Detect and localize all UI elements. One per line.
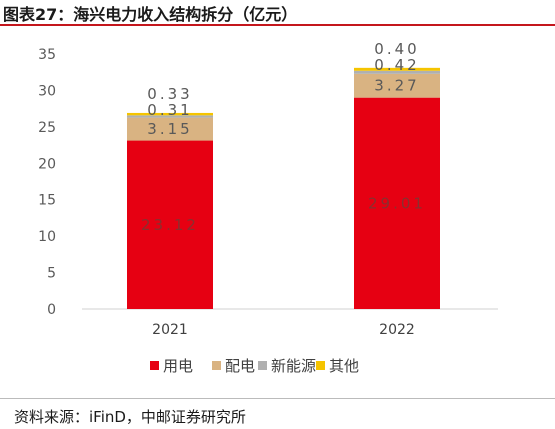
data-label: 3.15: [147, 120, 192, 138]
bar-segment: [354, 73, 440, 98]
bar-segment: [127, 112, 213, 116]
bar-segment: [354, 70, 440, 74]
x-tick-label: 2021: [152, 322, 188, 338]
x-axis-labels: 2021 2022: [152, 322, 415, 338]
legend-swatch: [316, 361, 325, 370]
bar-segment: [127, 140, 213, 309]
bar-segment: [127, 117, 213, 141]
bar-segment: [354, 67, 440, 71]
y-axis-ticks: 0 5 10 15 20 25 30 35: [38, 47, 56, 318]
bar-stacks: [127, 67, 440, 310]
title-divider: [0, 24, 555, 26]
y-tick-label: 35: [38, 47, 56, 63]
legend-swatch: [150, 361, 159, 370]
data-label: 3.27: [374, 77, 419, 95]
data-label: 0.31: [147, 101, 192, 119]
y-tick-label: 10: [38, 229, 56, 245]
legend: 用电 配电 新能源 其他: [150, 357, 359, 375]
y-tick-label: 25: [38, 120, 56, 136]
x-tick-label: 2022: [379, 322, 415, 338]
data-label: 0.33: [147, 85, 192, 103]
data-label: 0.40: [374, 40, 419, 58]
data-label: 23.12: [141, 216, 199, 234]
legend-swatch: [258, 361, 267, 370]
data-labels: 23.12 3.150.310.33 29.01 3.27 0.420.40: [141, 40, 426, 234]
y-tick-label: 30: [38, 83, 56, 99]
legend-swatch: [212, 361, 221, 370]
chart-title: 图表27：海兴电力收入结构拆分（亿元）: [3, 5, 298, 24]
legend-label: 其他: [329, 357, 359, 375]
legend-label: 配电: [225, 357, 255, 375]
y-tick-label: 15: [38, 193, 56, 209]
data-label: 29.01: [368, 194, 426, 212]
legend-label: 新能源: [271, 357, 316, 375]
y-tick-label: 0: [47, 302, 56, 318]
bar-segment: [127, 115, 213, 118]
y-tick-label: 20: [38, 156, 56, 172]
y-tick-label: 5: [47, 266, 56, 282]
legend-label: 用电: [163, 357, 193, 375]
source-divider: [0, 398, 555, 399]
data-label: 0.42: [374, 56, 419, 74]
bar-segment: [354, 97, 440, 310]
source-note: 资料来源：iFinD，中邮证券研究所: [14, 408, 246, 426]
